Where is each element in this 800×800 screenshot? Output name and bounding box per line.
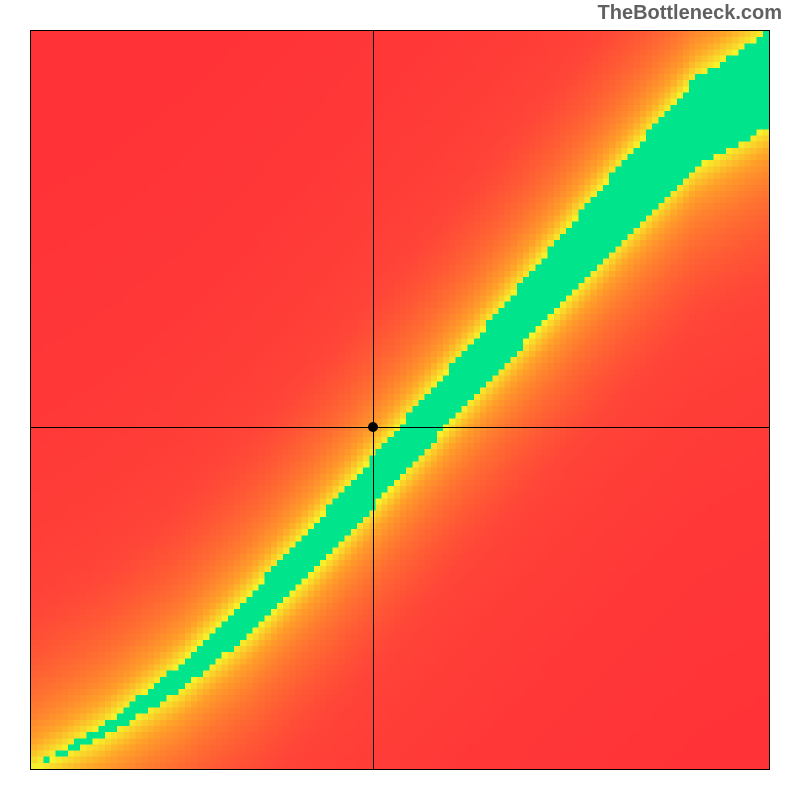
crosshair-vertical xyxy=(373,30,374,770)
chart-container: TheBottleneck.com xyxy=(0,0,800,800)
crosshair-horizontal xyxy=(30,427,770,428)
attribution-text: TheBottleneck.com xyxy=(598,2,782,25)
crosshair-dot xyxy=(368,422,378,432)
heatmap-canvas xyxy=(30,30,770,770)
crosshair-point xyxy=(373,427,374,428)
